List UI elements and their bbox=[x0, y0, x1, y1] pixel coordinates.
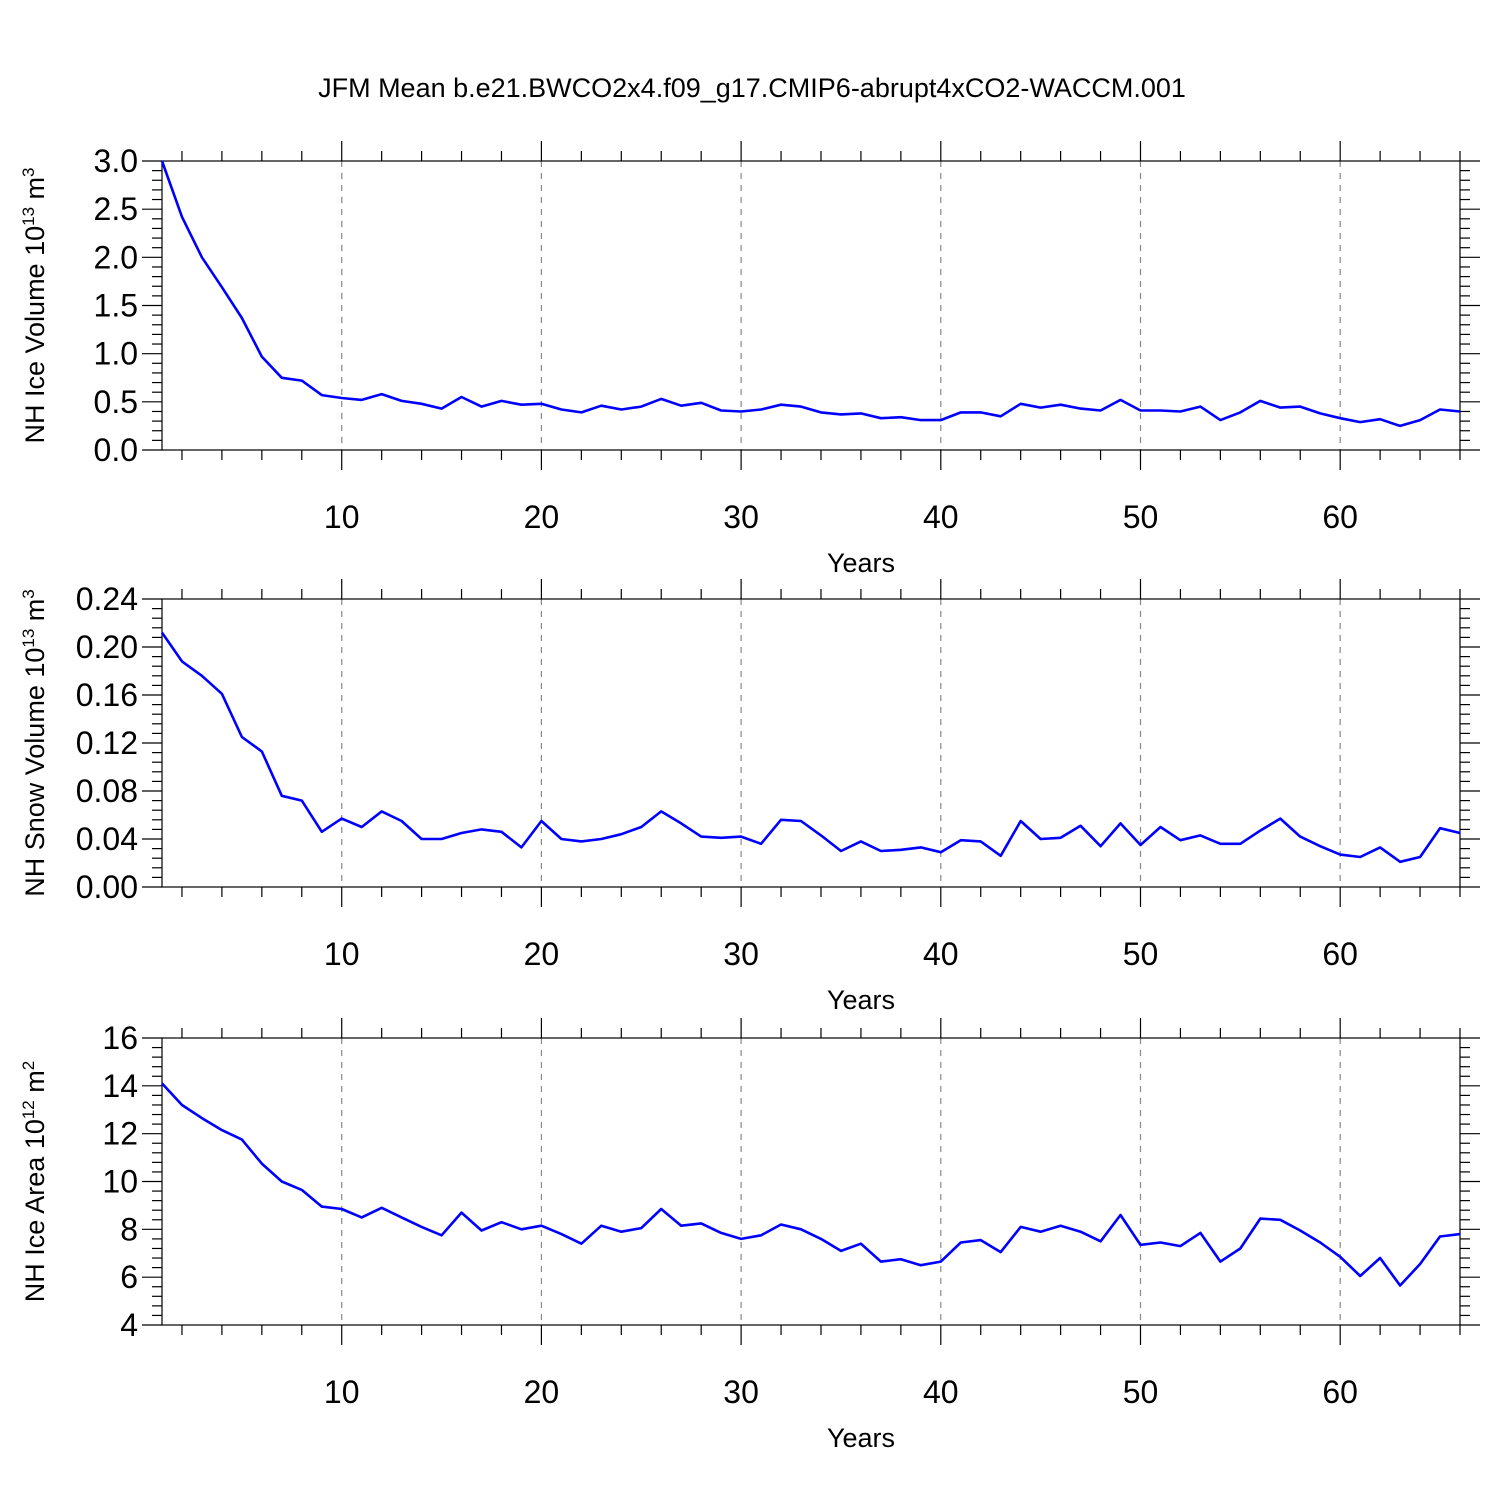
x-tick-label: 10 bbox=[324, 936, 360, 972]
x-tick-label: 40 bbox=[923, 936, 959, 972]
x-tick-label: 30 bbox=[723, 936, 759, 972]
plot-frame bbox=[161, 598, 1461, 888]
x-tick-label: 40 bbox=[923, 499, 959, 535]
y-tick-label: 2.5 bbox=[94, 191, 138, 227]
y-axis-label: NH Snow Volume 1013 m3 bbox=[19, 589, 50, 897]
figure-title: JFM Mean b.e21.BWCO2x4.f09_g17.CMIP6-abr… bbox=[318, 73, 1186, 103]
plot-frame bbox=[161, 160, 1461, 451]
x-axis-label: Years bbox=[827, 548, 895, 578]
y-tick-label: 0.20 bbox=[76, 629, 138, 665]
x-tick-label: 10 bbox=[324, 1374, 360, 1410]
x-tick-label: 20 bbox=[524, 499, 560, 535]
x-tick-label: 10 bbox=[324, 499, 360, 535]
x-tick-label: 50 bbox=[1123, 499, 1159, 535]
y-tick-label: 2.0 bbox=[94, 239, 138, 275]
y-tick-label: 0.00 bbox=[76, 869, 138, 905]
y-tick-label: 0.24 bbox=[76, 581, 138, 617]
y-axis-label: NH Ice Area 1012 m2 bbox=[19, 1061, 50, 1302]
x-axis-label: Years bbox=[827, 985, 895, 1015]
x-tick-label: 20 bbox=[524, 1374, 560, 1410]
panel-ice-volume: 10 20 30 40 50 60 0.0 0.5 1.0 1.5 2.0 2.5 3.0 Years NH… bbox=[19, 141, 1480, 578]
y-tick-label: 6 bbox=[120, 1259, 138, 1295]
y-axis-label: NH Ice Volume 1013 m3 bbox=[19, 168, 50, 444]
y-tick-label: 0.16 bbox=[76, 677, 138, 713]
x-tick-label: 60 bbox=[1322, 1374, 1358, 1410]
y-tick-label: 12 bbox=[102, 1116, 138, 1152]
y-tick-label: 4 bbox=[120, 1307, 138, 1343]
series-line bbox=[160, 160, 1461, 428]
series-line bbox=[160, 631, 1461, 864]
series-line bbox=[161, 1082, 1461, 1287]
x-axis-label: Years bbox=[827, 1423, 895, 1453]
y-tick-label: 3.0 bbox=[94, 143, 138, 179]
y-tick-label: 0.5 bbox=[94, 384, 138, 420]
y-tick-label: 14 bbox=[102, 1068, 138, 1104]
panel-ice-area: 10 20 30 40 50 60 4 6 8 10 12 14 16 Years NH Ice Area … bbox=[19, 1018, 1480, 1453]
x-tick-label: 20 bbox=[524, 936, 560, 972]
y-tick-label: 0.08 bbox=[76, 773, 138, 809]
x-tick-label: 30 bbox=[723, 499, 759, 535]
x-tick-label: 60 bbox=[1322, 499, 1358, 535]
y-tick-label: 8 bbox=[120, 1211, 138, 1247]
x-tick-label: 30 bbox=[723, 1374, 759, 1410]
x-tick-label: 60 bbox=[1322, 936, 1358, 972]
x-tick-label: 40 bbox=[923, 1374, 959, 1410]
plot-frame bbox=[161, 1037, 1461, 1326]
y-tick-label: 1.0 bbox=[94, 336, 138, 372]
y-tick-label: 0.12 bbox=[76, 725, 138, 761]
x-tick-label: 50 bbox=[1123, 936, 1159, 972]
y-tick-label: 10 bbox=[102, 1164, 138, 1200]
y-tick-label: 0.04 bbox=[76, 821, 138, 857]
y-tick-label: 16 bbox=[102, 1020, 138, 1056]
y-tick-label: 0.0 bbox=[94, 432, 138, 468]
y-tick-label: 1.5 bbox=[94, 288, 138, 324]
panel-snow-volume: 10 20 30 40 50 60 0.00 0.04 0.08 0.12 0.16 0.20 0.24… bbox=[19, 579, 1480, 1015]
x-tick-label: 50 bbox=[1123, 1374, 1159, 1410]
